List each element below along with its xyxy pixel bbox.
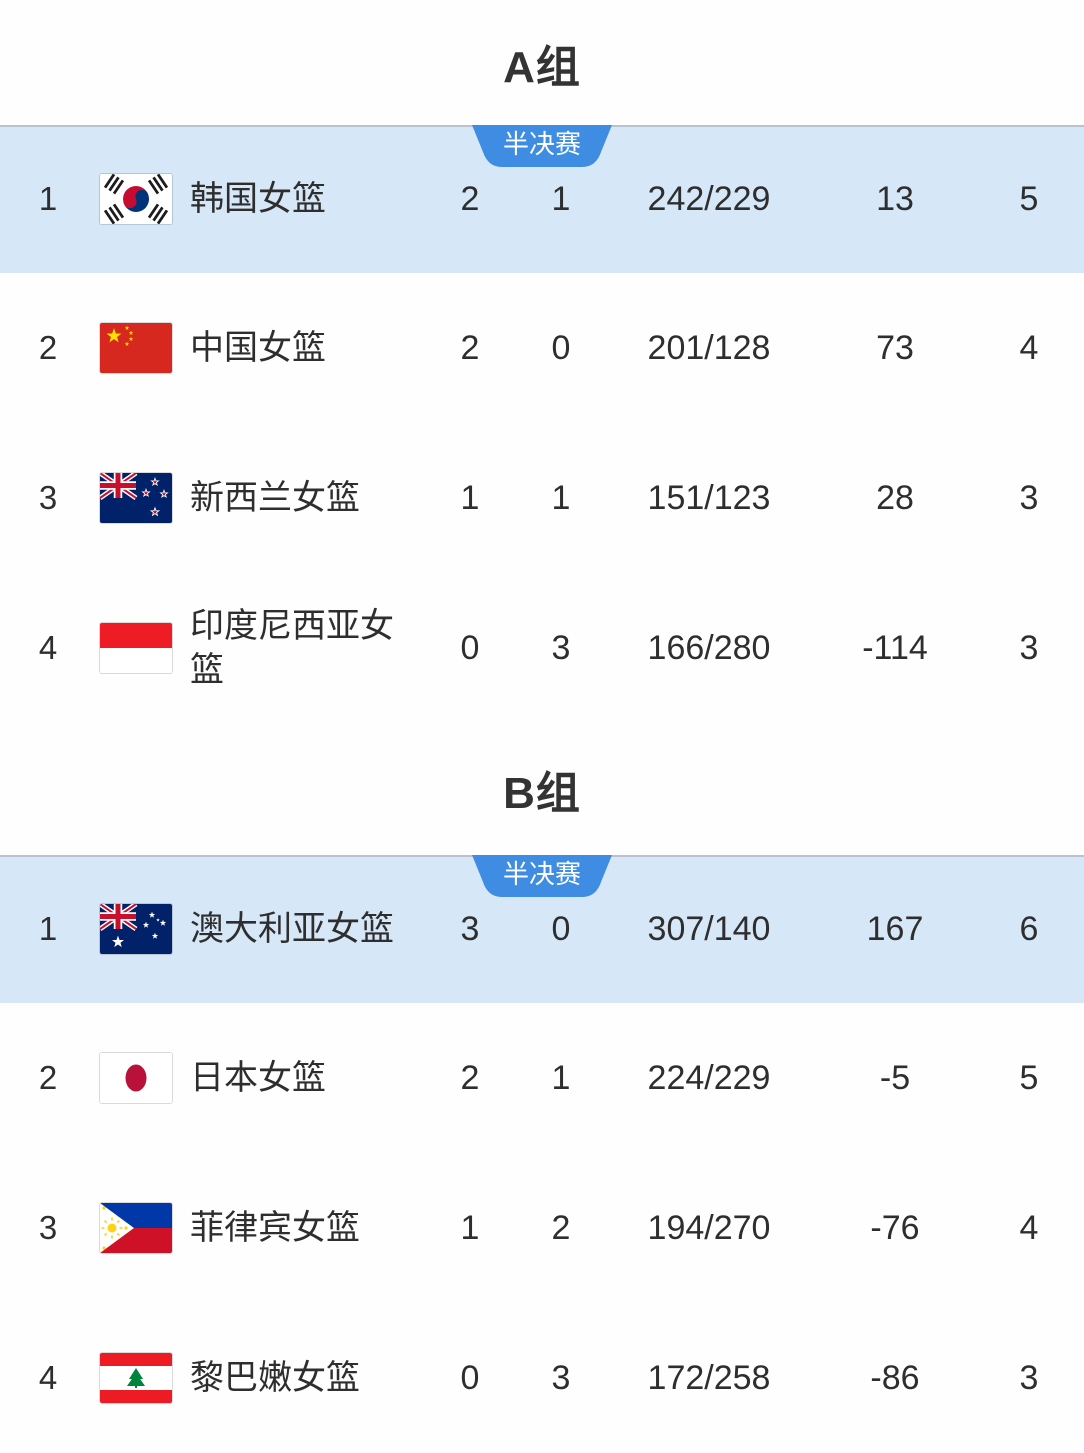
wins-cell: 1 [460,478,480,517]
semifinal-badge: 半决赛 [472,125,612,167]
china-flag-icon [100,323,172,373]
wins-cell: 1 [460,1208,480,1247]
team-name: 菲律宾女篮 [190,1209,360,1247]
rank-cell: 2 [38,329,58,366]
rank-cell: 4 [38,1359,58,1396]
point-diff-cell: 167 [866,909,924,948]
rank-cell: 1 [38,910,58,947]
rank-cell: 2 [38,1059,58,1096]
semifinal-badge-label: 半决赛 [502,859,581,889]
team-standings-row[interactable]: 半决赛 1 澳大利亚女篮 3 0 307/140 167 6 [0,855,1084,1003]
team-name: 澳大利亚女篮 [190,910,394,948]
points-for-against-cell: 151/123 [647,478,771,517]
point-diff-cell: -114 [862,628,928,667]
wins-cell: 2 [460,179,480,218]
indonesia-flag-icon [100,623,172,673]
point-diff-cell: -5 [879,1058,911,1097]
group-b-section: B组 半决赛 1 澳大利亚女篮 3 0 307/140 167 6 2 日本女篮… [0,723,1084,1453]
point-diff-cell: -86 [870,1358,920,1397]
points-for-against-cell: 194/270 [647,1208,771,1247]
japan-flag-icon [100,1053,172,1103]
team-standings-row[interactable]: 4 黎巴嫩女篮 0 3 172/258 -86 3 [0,1303,1084,1453]
team-name: 韩国女篮 [190,180,326,218]
team-standings-row[interactable]: 3 菲律宾女篮 1 2 194/270 -76 4 [0,1153,1084,1303]
team-name: 中国女篮 [190,329,326,367]
points-cell: 4 [1019,1208,1039,1247]
wins-cell: 0 [460,1358,480,1397]
semifinal-badge: 半决赛 [472,855,612,897]
lebanon-flag-icon [100,1353,172,1403]
points-for-against-cell: 201/128 [647,328,771,367]
team-standings-row[interactable]: 半决赛 1 韩国女篮 2 1 242/229 13 5 [0,125,1084,273]
group-a-section: A组 半决赛 1 韩国女篮 2 1 242/229 13 5 2 中国女篮 2 … [0,0,1084,723]
semifinal-badge-shape [472,855,612,897]
losses-cell: 0 [551,909,571,948]
wins-cell: 2 [460,1058,480,1097]
rank-cell: 3 [38,479,58,516]
rank-cell: 1 [38,180,58,217]
losses-cell: 1 [551,1058,571,1097]
new-zealand-flag-icon [100,473,172,523]
semifinal-badge-label: 半决赛 [502,129,581,159]
team-name: 印度尼西亚女篮 [190,607,394,689]
points-for-against-cell: 307/140 [647,909,771,948]
losses-cell: 1 [551,179,571,218]
philippines-flag-icon [100,1203,172,1253]
points-cell: 3 [1019,628,1039,667]
points-cell: 3 [1019,1358,1039,1397]
losses-cell: 1 [551,478,571,517]
point-diff-cell: 73 [876,328,914,367]
group-a-title: A组 [503,42,581,92]
group-b-standings-table: 半决赛 1 澳大利亚女篮 3 0 307/140 167 6 2 日本女篮 2 … [0,855,1084,1453]
group-a-standings-table: 半决赛 1 韩国女篮 2 1 242/229 13 5 2 中国女篮 2 0 2… [0,125,1084,723]
team-standings-row[interactable]: 4 印度尼西亚女篮 0 3 166/280 -114 3 [0,573,1084,723]
point-diff-cell: 13 [876,179,914,218]
point-diff-cell: 28 [876,478,914,517]
team-name: 新西兰女篮 [190,479,360,517]
team-standings-row[interactable]: 3 新西兰女篮 1 1 151/123 28 3 [0,423,1084,573]
australia-flag-icon [100,904,172,954]
losses-cell: 3 [551,628,571,667]
team-name: 黎巴嫩女篮 [190,1359,360,1397]
points-cell: 6 [1019,909,1039,948]
points-for-against-cell: 224/229 [647,1058,771,1097]
team-name: 日本女篮 [190,1059,326,1097]
points-cell: 5 [1019,179,1039,218]
wins-cell: 2 [460,328,480,367]
team-standings-row[interactable]: 2 日本女篮 2 1 224/229 -5 5 [0,1003,1084,1153]
points-cell: 5 [1019,1058,1039,1097]
losses-cell: 0 [551,328,571,367]
semifinal-badge-shape [472,125,612,167]
losses-cell: 3 [551,1358,571,1397]
point-diff-cell: -76 [870,1208,920,1247]
rank-cell: 3 [38,1209,58,1246]
group-b-title: B组 [503,769,581,818]
rank-cell: 4 [38,629,58,666]
points-cell: 4 [1019,328,1039,367]
wins-cell: 3 [460,909,480,948]
points-for-against-cell: 166/280 [647,628,771,667]
south-korea-flag-icon [100,174,172,224]
team-standings-row[interactable]: 2 中国女篮 2 0 201/128 73 4 [0,273,1084,423]
points-for-against-cell: 242/229 [647,179,771,218]
losses-cell: 2 [551,1208,571,1247]
points-for-against-cell: 172/258 [647,1358,771,1397]
wins-cell: 0 [460,628,480,667]
points-cell: 3 [1019,478,1039,517]
